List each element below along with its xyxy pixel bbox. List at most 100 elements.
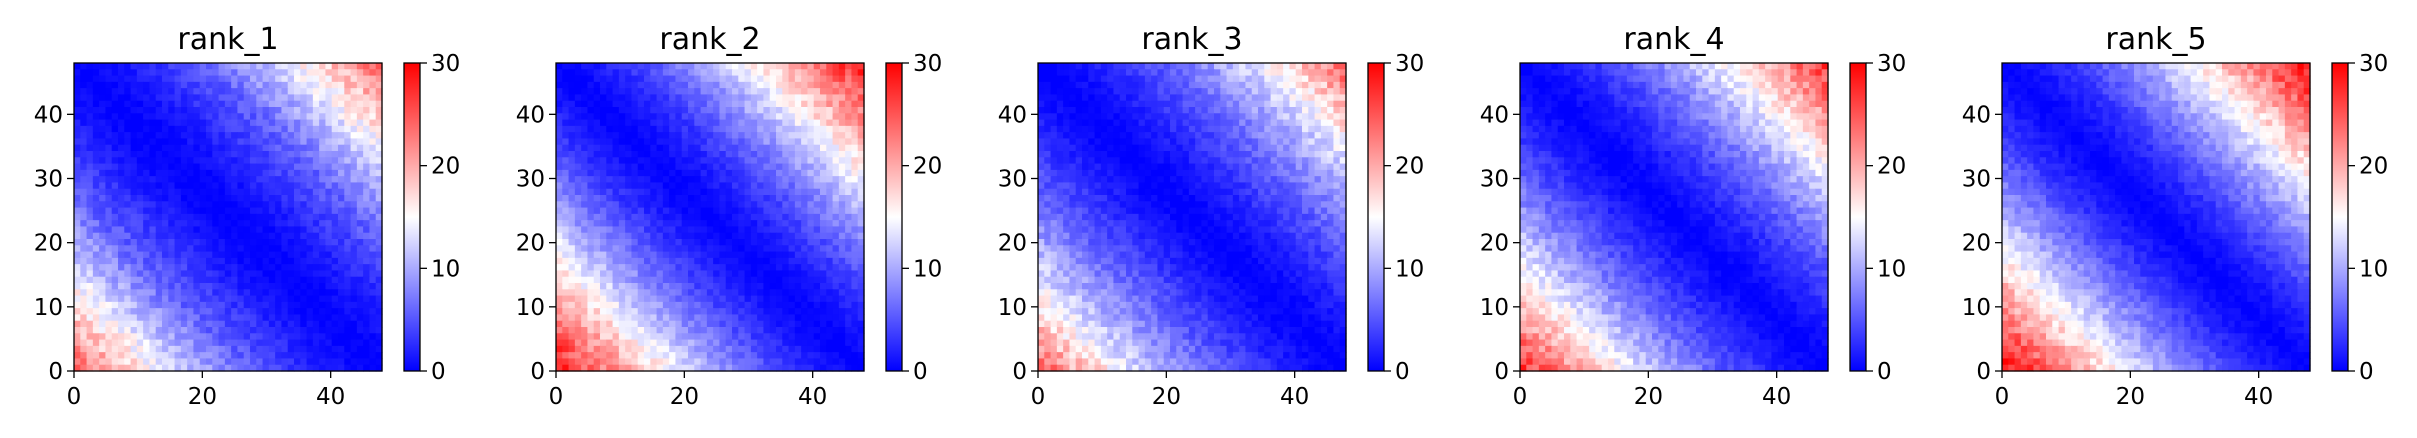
heatmap-cell bbox=[637, 301, 645, 309]
heatmap-cell bbox=[268, 157, 276, 165]
heatmap-cell bbox=[662, 232, 670, 240]
heatmap-cell bbox=[732, 113, 739, 121]
heatmap-cell bbox=[180, 320, 188, 328]
heatmap-cell bbox=[149, 100, 157, 108]
heatmap-cell bbox=[275, 364, 283, 372]
heatmap-cell bbox=[681, 163, 689, 171]
heatmap-cell bbox=[700, 94, 708, 102]
heatmap-cell bbox=[618, 63, 626, 70]
heatmap-cell bbox=[618, 94, 626, 102]
heatmap-cell bbox=[124, 81, 132, 89]
heatmap-cell bbox=[600, 182, 607, 190]
heatmap-cell bbox=[86, 232, 94, 240]
heatmap-cell bbox=[136, 201, 144, 209]
heatmap-cell bbox=[593, 201, 601, 209]
heatmap-cell bbox=[625, 245, 633, 253]
heatmap-cell bbox=[275, 69, 283, 77]
heatmap-cell bbox=[656, 113, 664, 121]
heatmap-cell bbox=[851, 113, 859, 121]
heatmap-cell bbox=[631, 289, 639, 297]
heatmap-cell bbox=[650, 63, 658, 70]
heatmap-cell bbox=[92, 226, 100, 234]
heatmap-cell bbox=[193, 264, 201, 272]
heatmap-cell bbox=[694, 364, 702, 372]
heatmap-cell bbox=[168, 358, 176, 366]
heatmap-cell bbox=[688, 289, 695, 297]
heatmap-cell bbox=[807, 352, 815, 360]
heatmap-cell bbox=[757, 295, 765, 303]
heatmap-cell bbox=[199, 232, 207, 240]
heatmap-cell bbox=[344, 276, 352, 284]
heatmap-cell bbox=[162, 270, 169, 278]
heatmap-cell bbox=[294, 195, 301, 202]
heatmap-cell bbox=[105, 88, 113, 96]
heatmap-cell bbox=[294, 314, 301, 322]
heatmap-cell bbox=[738, 232, 746, 240]
heatmap-cell bbox=[363, 213, 371, 221]
heatmap-cell bbox=[111, 264, 119, 272]
heatmap-cell bbox=[851, 301, 859, 309]
heatmap-cell bbox=[256, 151, 264, 158]
heatmap-cell bbox=[801, 63, 809, 70]
heatmap-cell bbox=[675, 257, 683, 265]
heatmap-cell bbox=[593, 327, 601, 334]
heatmap-cell bbox=[845, 144, 853, 152]
heatmap-cell bbox=[155, 188, 163, 196]
heatmap-cell bbox=[155, 125, 163, 133]
heatmap-cell bbox=[725, 270, 733, 278]
heatmap-cell bbox=[769, 176, 777, 184]
heatmap-cell bbox=[356, 226, 364, 234]
heatmap-cell bbox=[719, 358, 727, 366]
heatmap-cell bbox=[832, 163, 840, 171]
colorbar bbox=[885, 62, 903, 372]
heatmap-cell bbox=[325, 94, 333, 102]
heatmap-cell bbox=[857, 264, 865, 272]
heatmap-cell bbox=[562, 63, 570, 70]
heatmap-cell bbox=[174, 251, 182, 259]
heatmap-cell bbox=[719, 289, 727, 297]
heatmap-cell bbox=[187, 63, 195, 70]
heatmap-cell bbox=[1339, 63, 1347, 70]
heatmap-cell bbox=[124, 301, 132, 309]
heatmap-cell bbox=[650, 333, 658, 341]
heatmap-cell bbox=[631, 182, 639, 190]
heatmap-cell bbox=[851, 270, 859, 278]
heatmap-cell bbox=[826, 132, 834, 140]
heatmap-cell bbox=[593, 251, 601, 259]
heatmap-cell bbox=[1094, 69, 1102, 77]
heatmap-cell bbox=[243, 239, 251, 246]
heatmap-cell bbox=[294, 63, 301, 70]
heatmap-cell bbox=[757, 352, 765, 360]
heatmap-cell bbox=[713, 144, 721, 152]
heatmap-cell bbox=[325, 81, 333, 89]
heatmap-cell bbox=[776, 176, 783, 184]
heatmap-cell bbox=[581, 63, 589, 70]
heatmap-cell bbox=[231, 195, 239, 202]
heatmap-cell bbox=[187, 245, 195, 253]
heatmap-cell bbox=[637, 339, 645, 347]
heatmap-cell bbox=[813, 308, 821, 316]
heatmap-cell bbox=[662, 264, 670, 272]
heatmap-cell bbox=[199, 333, 207, 341]
heatmap-cell bbox=[363, 107, 371, 114]
heatmap-cell bbox=[124, 188, 132, 196]
heatmap-cell bbox=[237, 352, 245, 360]
heatmap-cell bbox=[612, 364, 620, 372]
heatmap-cell bbox=[574, 283, 582, 290]
heatmap-cell bbox=[562, 176, 570, 184]
heatmap-cell bbox=[136, 94, 144, 102]
heatmap-cell bbox=[618, 308, 626, 316]
heatmap-cell bbox=[763, 75, 771, 83]
heatmap-cell bbox=[162, 169, 169, 177]
heatmap-cell bbox=[312, 107, 320, 114]
heatmap-cell bbox=[294, 88, 301, 96]
heatmap-cell bbox=[857, 257, 865, 265]
heatmap-cell bbox=[612, 100, 620, 108]
heatmap-cell bbox=[587, 195, 595, 202]
heatmap-cell bbox=[631, 75, 639, 83]
heatmap-cell bbox=[162, 201, 169, 209]
heatmap-cell bbox=[600, 138, 607, 146]
heatmap-cell bbox=[826, 276, 834, 284]
y-tick-label: 10 bbox=[34, 295, 63, 321]
heatmap-cell bbox=[375, 107, 383, 114]
